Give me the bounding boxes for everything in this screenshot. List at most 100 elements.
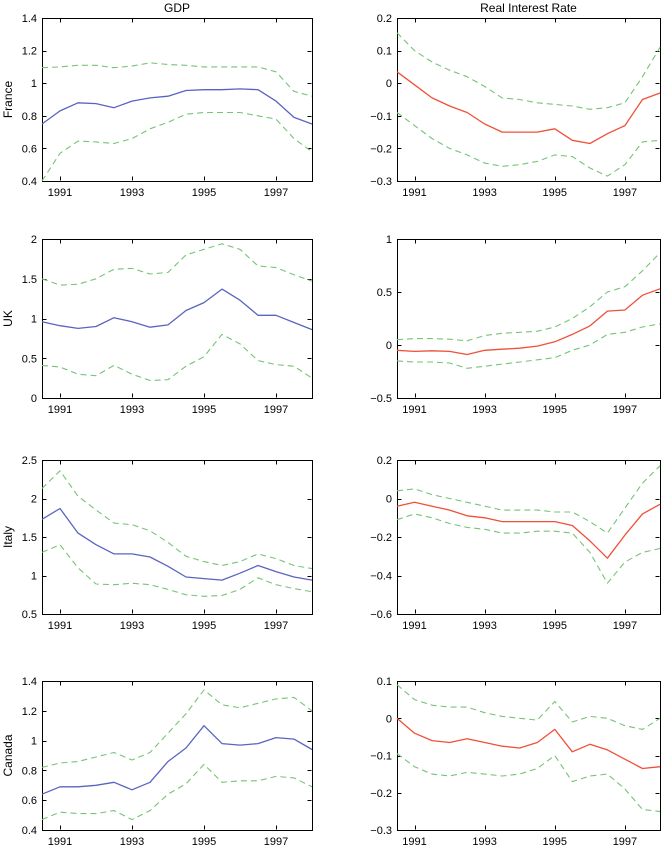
x-tick-label: 1997 bbox=[264, 836, 288, 848]
subplot-italy-gdp: 1991 1993 1995 1997 0.5 1 1.5 2 2.5 Italy bbox=[0, 430, 332, 645]
upper-confidence-band-line bbox=[396, 32, 661, 110]
point-estimate-line bbox=[41, 288, 313, 331]
point-estimate-line bbox=[41, 507, 313, 581]
y-tick-label: 1.2 bbox=[22, 46, 37, 58]
x-tick-label: 1993 bbox=[120, 404, 144, 416]
row-label: France bbox=[1, 81, 15, 119]
subplot-canada-gdp: 1991 1993 1995 1997 0.4 0.6 0.8 1 1.2 1.4 Canada bbox=[0, 645, 332, 854]
point-estimate-line bbox=[396, 501, 661, 559]
lower-confidence-band-line bbox=[41, 111, 313, 182]
x-tick-label: 1993 bbox=[472, 404, 496, 416]
lower-confidence-band-line bbox=[41, 333, 313, 382]
x-tick-label: 1991 bbox=[48, 187, 72, 199]
y-tick-label: 1.5 bbox=[22, 532, 37, 544]
subplot-italy-real-interest-rate: 1991 1993 1995 1997 −0.6 −0.4 −0.2 0 0.2 bbox=[332, 430, 665, 645]
plot-frame bbox=[42, 460, 313, 615]
y-tick-label: 1 bbox=[31, 571, 37, 583]
x-tick-label: 1995 bbox=[192, 404, 216, 416]
y-tick-label: 0.1 bbox=[377, 676, 392, 688]
y-tick-label: 1 bbox=[31, 314, 37, 326]
plot-frame bbox=[42, 681, 313, 831]
point-estimate-line bbox=[396, 288, 661, 356]
y-tick-label: 0 bbox=[31, 393, 37, 405]
subplot-france-gdp: 1991 1993 1995 1997 0.4 0.6 0.8 1 1.2 1.4 GDP Franc… bbox=[0, 0, 332, 215]
y-tick-label: 0.5 bbox=[22, 609, 37, 621]
y-tick-label: 2 bbox=[31, 234, 37, 246]
x-tick-label: 1997 bbox=[613, 620, 637, 632]
point-estimate-line bbox=[41, 725, 313, 795]
y-tick-label: 1 bbox=[31, 78, 37, 90]
plot-frame bbox=[397, 239, 661, 399]
y-tick-label: 0.5 bbox=[22, 353, 37, 365]
x-tick-label: 1993 bbox=[120, 836, 144, 848]
x-tick-label: 1995 bbox=[192, 620, 216, 632]
subplot-uk-gdp: 1991 1993 1995 1997 0 0.5 1 1.5 2 UK bbox=[0, 215, 332, 430]
y-tick-label: 2.5 bbox=[22, 455, 37, 467]
x-tick-label: 1993 bbox=[120, 187, 144, 199]
upper-confidence-band-line bbox=[396, 684, 661, 730]
y-tick-label: −0.3 bbox=[370, 176, 392, 188]
plot-frame bbox=[42, 18, 313, 182]
y-tick-label: 0.8 bbox=[22, 111, 37, 123]
y-tick-label: 0.2 bbox=[377, 455, 392, 467]
column-title: Real Interest Rate bbox=[480, 1, 577, 15]
y-tick-label: −0.1 bbox=[370, 751, 392, 763]
x-tick-label: 1993 bbox=[120, 620, 144, 632]
subplot-uk-real-interest-rate: 1991 1993 1995 1997 −0.5 0 0.5 1 bbox=[332, 215, 665, 430]
y-tick-label: 1.2 bbox=[22, 706, 37, 718]
y-tick-label: 1.5 bbox=[22, 274, 37, 286]
row-label: Italy bbox=[1, 526, 15, 548]
x-tick-label: 1993 bbox=[472, 836, 496, 848]
point-estimate-line bbox=[396, 71, 661, 145]
y-tick-label: −0.4 bbox=[370, 571, 392, 583]
x-tick-label: 1997 bbox=[613, 836, 637, 848]
x-tick-label: 1993 bbox=[472, 187, 496, 199]
upper-confidence-band-line bbox=[41, 689, 313, 768]
lower-confidence-band-line bbox=[396, 323, 661, 369]
column-title: GDP bbox=[164, 1, 190, 15]
y-tick-label: 0.4 bbox=[22, 825, 37, 837]
y-tick-label: 1.4 bbox=[22, 676, 37, 688]
x-tick-label: 1995 bbox=[192, 836, 216, 848]
x-tick-label: 1991 bbox=[402, 620, 426, 632]
lower-confidence-band-line bbox=[396, 112, 661, 177]
x-tick-label: 1995 bbox=[543, 836, 567, 848]
y-tick-label: −0.2 bbox=[370, 143, 392, 155]
x-tick-label: 1995 bbox=[543, 620, 567, 632]
lower-confidence-band-line bbox=[41, 544, 313, 597]
point-estimate-line bbox=[41, 88, 313, 125]
x-tick-label: 1991 bbox=[48, 620, 72, 632]
lower-confidence-band-line bbox=[396, 753, 661, 812]
y-tick-label: 2 bbox=[31, 494, 37, 506]
lower-confidence-band-line bbox=[41, 763, 313, 821]
x-tick-label: 1995 bbox=[192, 187, 216, 199]
upper-confidence-band-line bbox=[41, 62, 313, 97]
row-label: UK bbox=[1, 310, 15, 327]
y-tick-label: 0.8 bbox=[22, 765, 37, 777]
y-tick-label: 0.6 bbox=[22, 795, 37, 807]
y-tick-label: 0 bbox=[386, 340, 392, 352]
y-tick-label: 0.5 bbox=[377, 287, 392, 299]
y-tick-label: 1.4 bbox=[22, 13, 37, 25]
y-tick-label: −0.5 bbox=[370, 393, 392, 405]
y-tick-label: −0.2 bbox=[370, 788, 392, 800]
plot-frame bbox=[397, 18, 661, 182]
x-tick-label: 1997 bbox=[264, 404, 288, 416]
y-tick-label: 0 bbox=[386, 713, 392, 725]
y-tick-label: −0.3 bbox=[370, 825, 392, 837]
y-tick-label: −0.1 bbox=[370, 111, 392, 123]
x-tick-label: 1991 bbox=[402, 404, 426, 416]
y-tick-label: 0 bbox=[386, 78, 392, 90]
upper-confidence-band-line bbox=[396, 465, 661, 534]
x-tick-label: 1991 bbox=[48, 836, 72, 848]
plot-frame bbox=[397, 460, 661, 615]
x-tick-label: 1995 bbox=[543, 404, 567, 416]
x-tick-label: 1995 bbox=[543, 187, 567, 199]
x-tick-label: 1991 bbox=[48, 404, 72, 416]
point-estimate-line bbox=[396, 717, 661, 770]
upper-confidence-band-line bbox=[396, 252, 661, 342]
y-tick-label: −0.2 bbox=[370, 532, 392, 544]
row-label: Canada bbox=[1, 734, 15, 776]
y-tick-label: 1 bbox=[31, 736, 37, 748]
lower-confidence-band-line bbox=[396, 513, 661, 584]
